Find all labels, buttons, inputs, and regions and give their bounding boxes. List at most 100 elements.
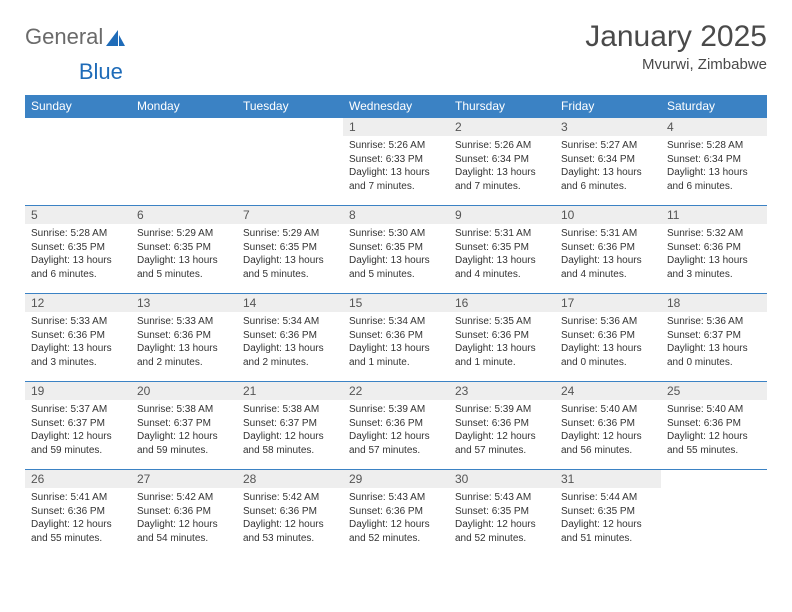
daylight-text: Daylight: 13 hours and 4 minutes.: [455, 254, 549, 281]
sunset-text: Sunset: 6:37 PM: [137, 417, 231, 431]
sunset-text: Sunset: 6:37 PM: [667, 329, 761, 343]
calendar-day-cell: 23Sunrise: 5:39 AMSunset: 6:36 PMDayligh…: [449, 382, 555, 470]
calendar-day-cell: 5Sunrise: 5:28 AMSunset: 6:35 PMDaylight…: [25, 206, 131, 294]
calendar-day-cell: 28Sunrise: 5:42 AMSunset: 6:36 PMDayligh…: [237, 470, 343, 558]
sunrise-text: Sunrise: 5:33 AM: [31, 315, 125, 329]
calendar-day-cell: 8Sunrise: 5:30 AMSunset: 6:35 PMDaylight…: [343, 206, 449, 294]
day-number: 8: [343, 206, 449, 224]
sunrise-text: Sunrise: 5:43 AM: [455, 491, 549, 505]
daylight-text: Daylight: 12 hours and 58 minutes.: [243, 430, 337, 457]
sunset-text: Sunset: 6:36 PM: [561, 417, 655, 431]
daylight-text: Daylight: 13 hours and 0 minutes.: [667, 342, 761, 369]
logo: General: [25, 20, 127, 50]
daylight-text: Daylight: 12 hours and 52 minutes.: [349, 518, 443, 545]
calendar-day-cell: 4Sunrise: 5:28 AMSunset: 6:34 PMDaylight…: [661, 118, 767, 206]
day-number: 23: [449, 382, 555, 400]
calendar-day-cell: 1Sunrise: 5:26 AMSunset: 6:33 PMDaylight…: [343, 118, 449, 206]
calendar-head: SundayMondayTuesdayWednesdayThursdayFrid…: [25, 95, 767, 118]
day-number: 31: [555, 470, 661, 488]
day-details: Sunrise: 5:34 AMSunset: 6:36 PMDaylight:…: [237, 312, 343, 373]
day-details: Sunrise: 5:28 AMSunset: 6:34 PMDaylight:…: [661, 136, 767, 197]
calendar-day-cell: 22Sunrise: 5:39 AMSunset: 6:36 PMDayligh…: [343, 382, 449, 470]
calendar-day-cell: 25Sunrise: 5:40 AMSunset: 6:36 PMDayligh…: [661, 382, 767, 470]
sunset-text: Sunset: 6:36 PM: [349, 505, 443, 519]
calendar-day-cell: 31Sunrise: 5:44 AMSunset: 6:35 PMDayligh…: [555, 470, 661, 558]
day-details: Sunrise: 5:38 AMSunset: 6:37 PMDaylight:…: [131, 400, 237, 461]
sunrise-text: Sunrise: 5:29 AM: [243, 227, 337, 241]
day-number: 29: [343, 470, 449, 488]
calendar-day-cell: 11Sunrise: 5:32 AMSunset: 6:36 PMDayligh…: [661, 206, 767, 294]
daylight-text: Daylight: 13 hours and 3 minutes.: [667, 254, 761, 281]
calendar-day-cell: 9Sunrise: 5:31 AMSunset: 6:35 PMDaylight…: [449, 206, 555, 294]
sunrise-text: Sunrise: 5:37 AM: [31, 403, 125, 417]
day-number: 6: [131, 206, 237, 224]
sunset-text: Sunset: 6:35 PM: [137, 241, 231, 255]
day-details: Sunrise: 5:27 AMSunset: 6:34 PMDaylight:…: [555, 136, 661, 197]
sunset-text: Sunset: 6:34 PM: [455, 153, 549, 167]
weekday-header: Sunday: [25, 95, 131, 118]
day-details: Sunrise: 5:42 AMSunset: 6:36 PMDaylight:…: [131, 488, 237, 549]
day-number: 14: [237, 294, 343, 312]
day-number: 26: [25, 470, 131, 488]
location-subtitle: Mvurwi, Zimbabwe: [585, 56, 767, 73]
day-number: 12: [25, 294, 131, 312]
calendar-day-cell: 2Sunrise: 5:26 AMSunset: 6:34 PMDaylight…: [449, 118, 555, 206]
sunrise-text: Sunrise: 5:36 AM: [561, 315, 655, 329]
calendar-day-cell: 17Sunrise: 5:36 AMSunset: 6:36 PMDayligh…: [555, 294, 661, 382]
title-block: January 2025 Mvurwi, Zimbabwe: [585, 20, 767, 73]
calendar-day-cell: 27Sunrise: 5:42 AMSunset: 6:36 PMDayligh…: [131, 470, 237, 558]
daylight-text: Daylight: 13 hours and 3 minutes.: [31, 342, 125, 369]
weekday-header: Wednesday: [343, 95, 449, 118]
day-details: Sunrise: 5:38 AMSunset: 6:37 PMDaylight:…: [237, 400, 343, 461]
day-details: Sunrise: 5:39 AMSunset: 6:36 PMDaylight:…: [343, 400, 449, 461]
calendar-day-cell: 30Sunrise: 5:43 AMSunset: 6:35 PMDayligh…: [449, 470, 555, 558]
sunset-text: Sunset: 6:35 PM: [455, 505, 549, 519]
daylight-text: Daylight: 13 hours and 1 minute.: [349, 342, 443, 369]
daylight-text: Daylight: 13 hours and 7 minutes.: [349, 166, 443, 193]
day-number: 20: [131, 382, 237, 400]
sunrise-text: Sunrise: 5:39 AM: [455, 403, 549, 417]
day-number: 25: [661, 382, 767, 400]
day-details: Sunrise: 5:31 AMSunset: 6:36 PMDaylight:…: [555, 224, 661, 285]
sunset-text: Sunset: 6:36 PM: [243, 329, 337, 343]
sunset-text: Sunset: 6:36 PM: [667, 417, 761, 431]
daylight-text: Daylight: 13 hours and 2 minutes.: [137, 342, 231, 369]
daylight-text: Daylight: 12 hours and 59 minutes.: [31, 430, 125, 457]
day-number: 1: [343, 118, 449, 136]
calendar-week-row: 26Sunrise: 5:41 AMSunset: 6:36 PMDayligh…: [25, 470, 767, 558]
day-number: 11: [661, 206, 767, 224]
logo-text-1: General: [25, 24, 103, 50]
sunrise-text: Sunrise: 5:31 AM: [561, 227, 655, 241]
day-details: Sunrise: 5:33 AMSunset: 6:36 PMDaylight:…: [25, 312, 131, 373]
day-number: 5: [25, 206, 131, 224]
daylight-text: Daylight: 13 hours and 1 minute.: [455, 342, 549, 369]
calendar-day-cell: 18Sunrise: 5:36 AMSunset: 6:37 PMDayligh…: [661, 294, 767, 382]
calendar-day-cell: 24Sunrise: 5:40 AMSunset: 6:36 PMDayligh…: [555, 382, 661, 470]
daylight-text: Daylight: 13 hours and 4 minutes.: [561, 254, 655, 281]
sunrise-text: Sunrise: 5:35 AM: [455, 315, 549, 329]
daylight-text: Daylight: 12 hours and 53 minutes.: [243, 518, 337, 545]
sunrise-text: Sunrise: 5:42 AM: [137, 491, 231, 505]
sunset-text: Sunset: 6:37 PM: [31, 417, 125, 431]
day-number: 17: [555, 294, 661, 312]
sunrise-text: Sunrise: 5:34 AM: [349, 315, 443, 329]
day-details: Sunrise: 5:26 AMSunset: 6:34 PMDaylight:…: [449, 136, 555, 197]
sunset-text: Sunset: 6:36 PM: [349, 417, 443, 431]
calendar-body: ......1Sunrise: 5:26 AMSunset: 6:33 PMDa…: [25, 118, 767, 558]
month-title: January 2025: [585, 20, 767, 54]
weekday-header: Tuesday: [237, 95, 343, 118]
calendar-day-cell: 15Sunrise: 5:34 AMSunset: 6:36 PMDayligh…: [343, 294, 449, 382]
sunrise-text: Sunrise: 5:31 AM: [455, 227, 549, 241]
sunrise-text: Sunrise: 5:43 AM: [349, 491, 443, 505]
day-details: Sunrise: 5:29 AMSunset: 6:35 PMDaylight:…: [131, 224, 237, 285]
day-number: 4: [661, 118, 767, 136]
day-details: Sunrise: 5:36 AMSunset: 6:37 PMDaylight:…: [661, 312, 767, 373]
daylight-text: Daylight: 13 hours and 6 minutes.: [667, 166, 761, 193]
daylight-text: Daylight: 12 hours and 55 minutes.: [31, 518, 125, 545]
day-number: 30: [449, 470, 555, 488]
sunset-text: Sunset: 6:34 PM: [561, 153, 655, 167]
day-details: Sunrise: 5:41 AMSunset: 6:36 PMDaylight:…: [25, 488, 131, 549]
calendar-day-cell: 20Sunrise: 5:38 AMSunset: 6:37 PMDayligh…: [131, 382, 237, 470]
day-details: Sunrise: 5:29 AMSunset: 6:35 PMDaylight:…: [237, 224, 343, 285]
sunset-text: Sunset: 6:36 PM: [455, 329, 549, 343]
